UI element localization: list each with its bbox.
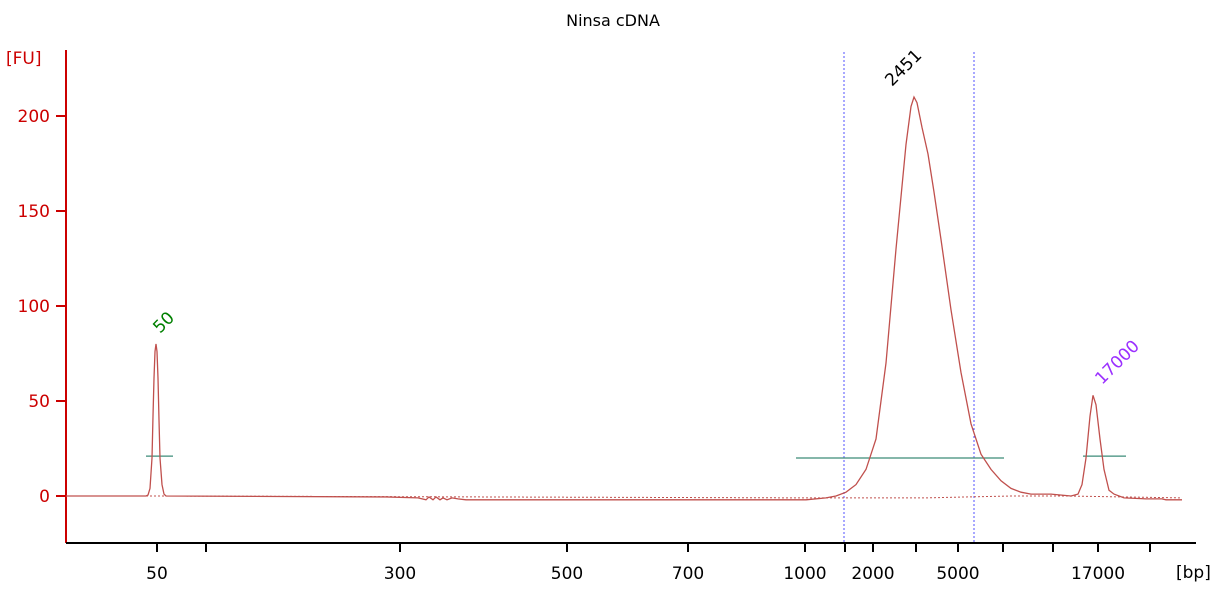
y-tick-label: 0	[39, 487, 50, 507]
peak-label-17000: 17000	[1091, 336, 1143, 388]
peak-label-2451: 2451	[881, 46, 926, 91]
peak-labels: 50 2451 17000	[149, 46, 1143, 389]
peak-label-50: 50	[149, 308, 178, 337]
y-tick-label: 50	[28, 392, 50, 412]
x-tick-label: 2000	[851, 564, 894, 584]
trace-group	[66, 95, 1183, 501]
y-tick-label: 200	[18, 107, 50, 127]
baseline-trace	[66, 495, 1183, 499]
region-overlays	[146, 52, 1126, 543]
x-tick-label: 5000	[936, 564, 979, 584]
x-tick-label: 50	[146, 564, 168, 584]
signal-trace	[66, 95, 1182, 501]
x-axis: 50 300 500 700 1000 2000 5000 17000	[66, 542, 1196, 584]
x-axis-unit-label: [bp]	[1176, 563, 1211, 583]
y-axis: 0 50 100 150 200	[18, 50, 67, 543]
x-tick-label: 700	[672, 564, 704, 584]
x-tick-label: 17000	[1071, 564, 1125, 584]
x-tick-label: 300	[384, 564, 416, 584]
x-tick-label: 1000	[783, 564, 826, 584]
y-tick-label: 150	[18, 202, 50, 222]
x-tick-label: 500	[551, 564, 583, 584]
chart-title: Ninsa cDNA	[566, 11, 660, 30]
y-tick-label: 100	[18, 297, 50, 317]
y-axis-unit-label: [FU]	[6, 49, 42, 69]
